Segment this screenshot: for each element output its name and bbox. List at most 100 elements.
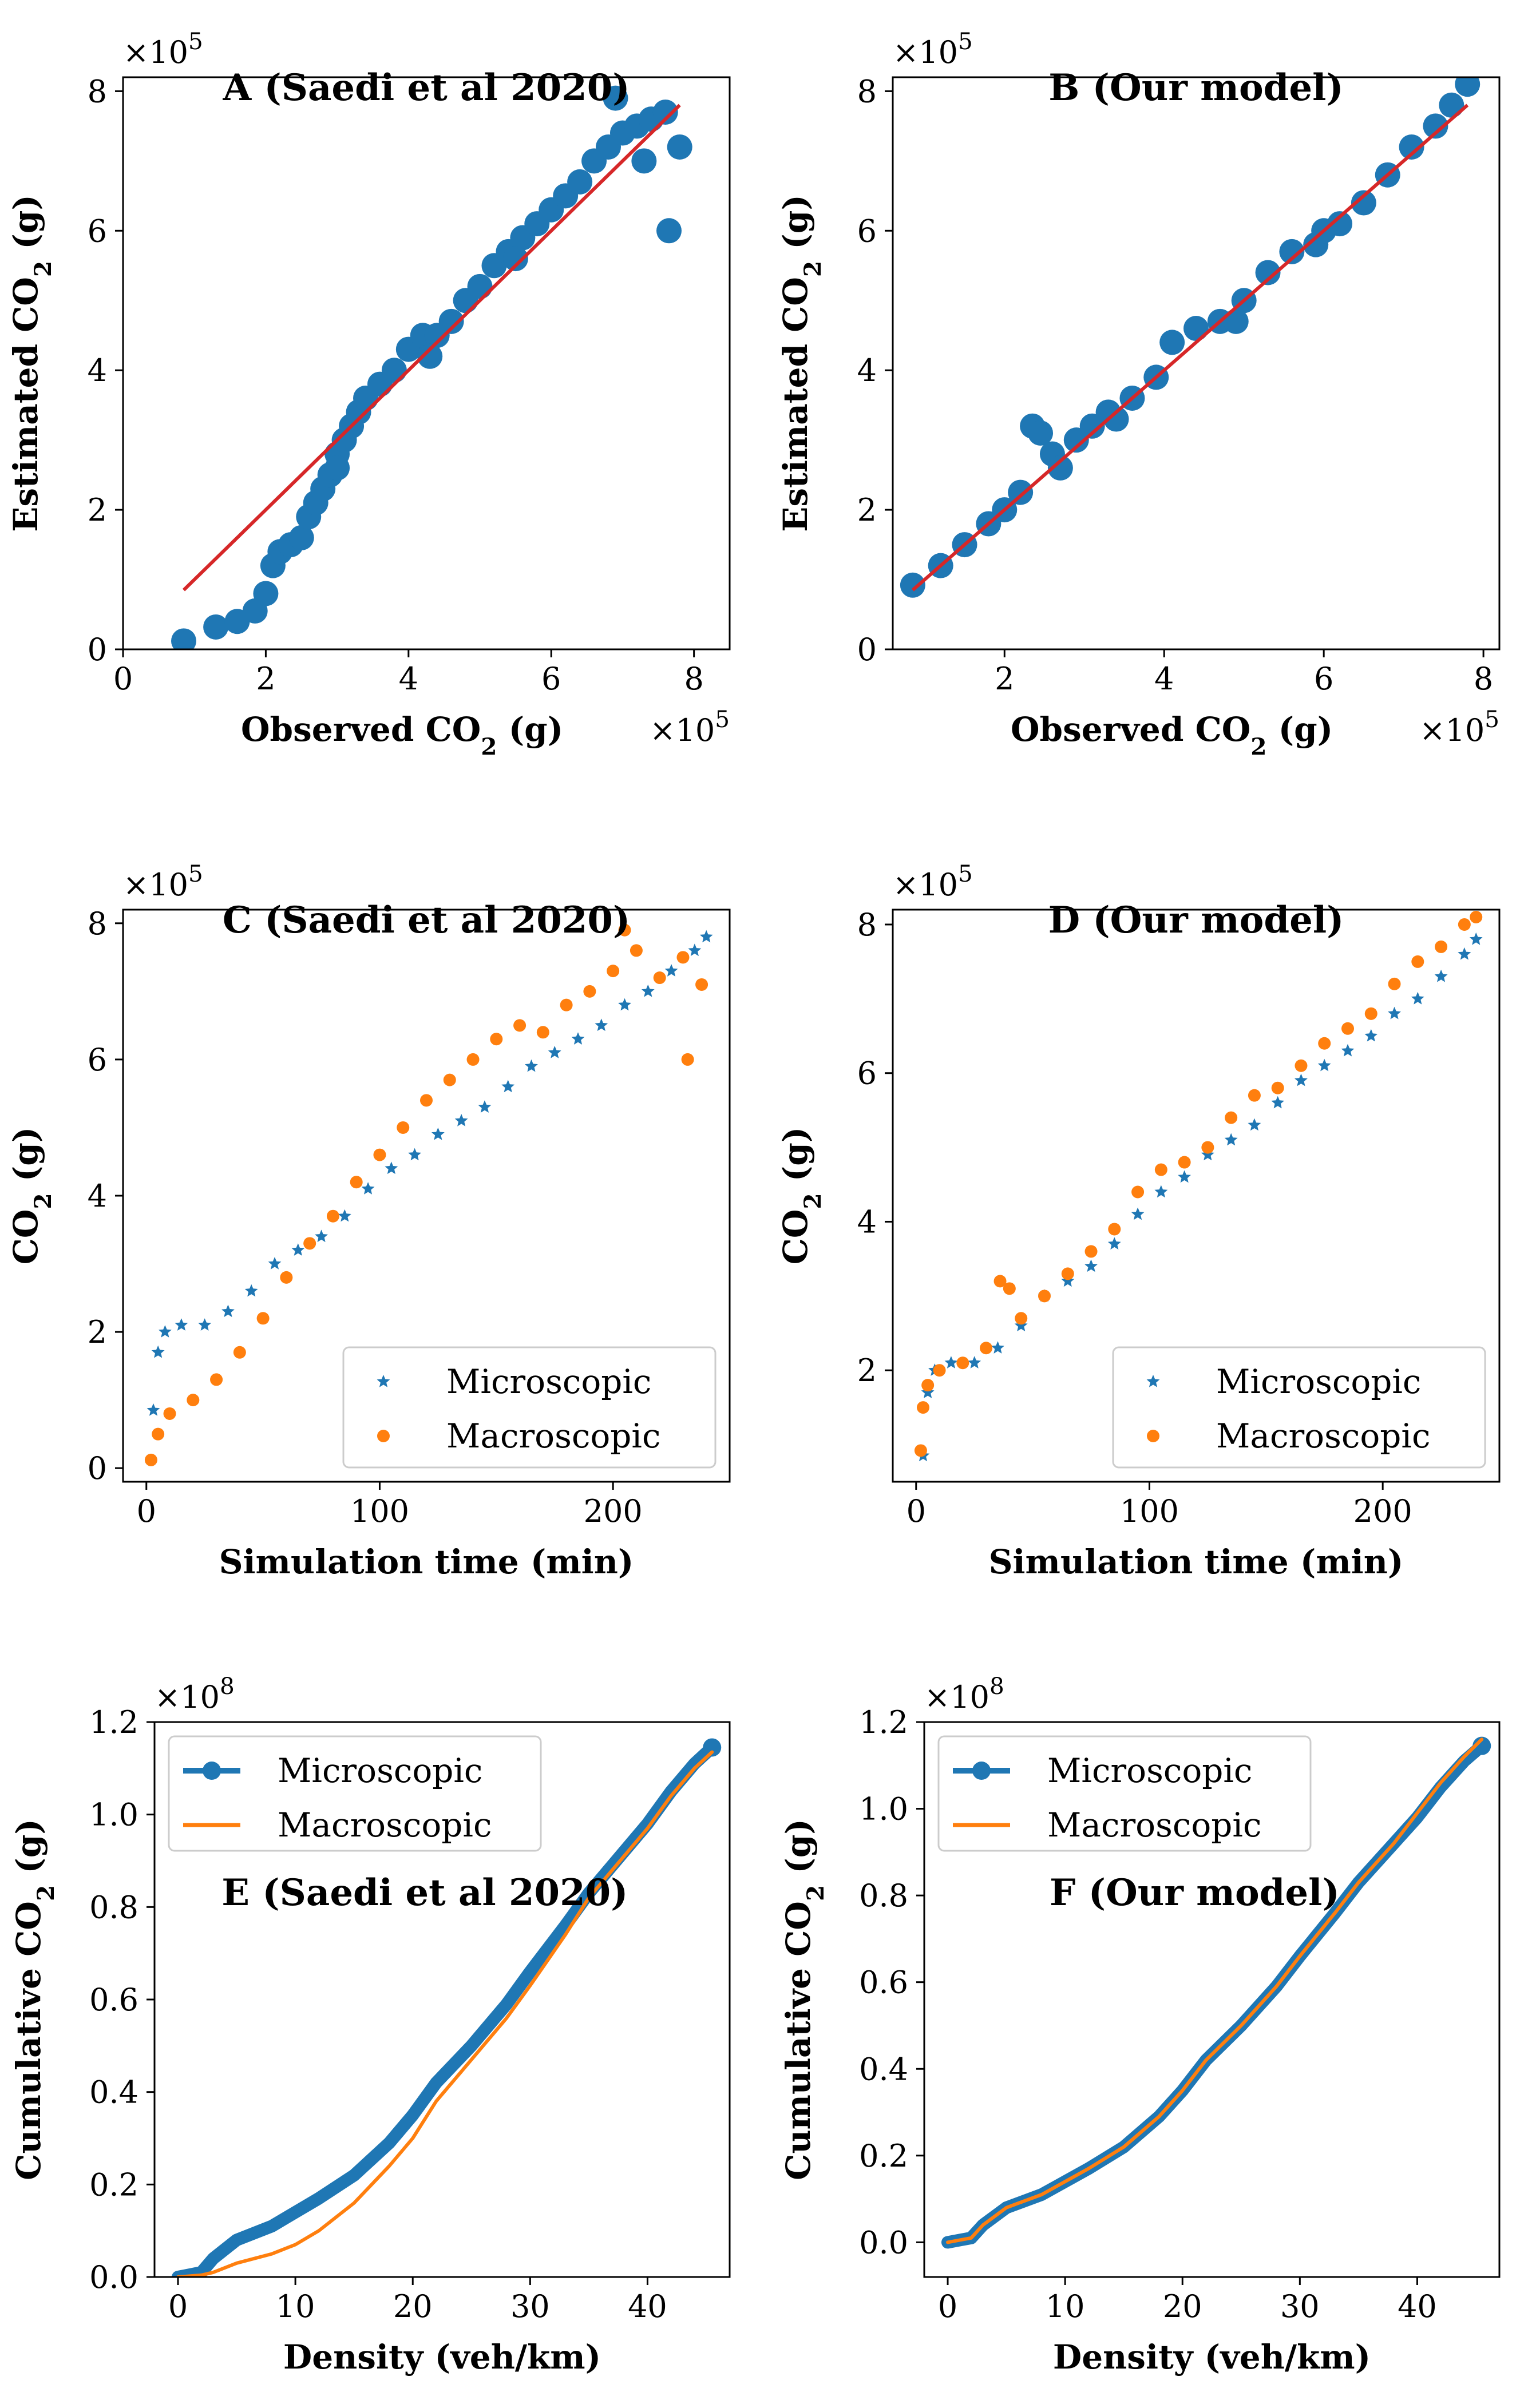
data-point <box>631 148 657 174</box>
data-point <box>1223 308 1249 334</box>
x-tick-label: 2 <box>256 661 275 697</box>
x-axis-label: Density (veh/km) <box>1053 2338 1371 2377</box>
y-axis-label: Estimated CO2 (g) <box>6 195 57 532</box>
x-tick-label: 0 <box>168 2288 188 2324</box>
data-point <box>1279 239 1305 264</box>
data-point-micro <box>244 1284 258 1297</box>
y-tick-label: 0.0 <box>859 2224 908 2260</box>
data-point-micro <box>1271 1096 1285 1109</box>
data-point-macro <box>1318 1037 1331 1050</box>
data-point-macro <box>1435 940 1448 953</box>
data-point <box>667 134 692 160</box>
data-point-micro <box>221 1304 235 1318</box>
data-point-macro <box>152 1427 165 1441</box>
y-tick-label: 0.6 <box>89 1982 138 2018</box>
data-point-macro <box>326 1209 339 1223</box>
panel-title: B (Our model) <box>1048 66 1343 109</box>
legend: Microscopic Macroscopic <box>937 1735 1312 1852</box>
data-point-macro <box>490 1033 503 1046</box>
data-point-micro <box>175 1318 188 1331</box>
series-line-microscopic <box>172 1741 719 2277</box>
panel-D: 0 100 200 2 4 6 8 D (Our model) Simulation time … <box>776 860 1501 1581</box>
data-point-micro <box>151 1345 165 1358</box>
legend-marker-macro <box>377 1430 390 1442</box>
y-tick-label: 4 <box>88 352 107 388</box>
legend-marker-micro <box>203 1762 221 1780</box>
y-tick-label: 4 <box>88 1178 107 1214</box>
y-offset-label: ×105 <box>123 27 203 70</box>
data-point-micro <box>991 1341 1004 1354</box>
series-line-macroscopic <box>176 1750 714 2277</box>
panel-E: 0 10 20 30 40 0.0 0.2 0.4 0.6 0.8 1.0 1.2 E (Saedi e… <box>9 1672 731 2377</box>
x-axis-label: Simulation time (min) <box>989 1542 1404 1581</box>
data-point <box>652 99 678 125</box>
data-point-micro <box>1469 932 1483 945</box>
legend-marker-micro <box>1146 1375 1160 1387</box>
y-axis-label: Estimated CO2 (g) <box>776 195 826 532</box>
y-tick-label: 8 <box>857 907 877 943</box>
x-tick-label: 2 <box>995 661 1014 697</box>
legend-label: Macroscopic <box>446 1417 660 1455</box>
series-line-macroscopic <box>946 1737 1484 2244</box>
x-tick-label: 30 <box>1280 2288 1320 2324</box>
legend-marker-micro <box>972 1762 991 1780</box>
y-offset-label: ×105 <box>893 860 973 903</box>
plot-area <box>144 923 713 1466</box>
legend-label: Macroscopic <box>1047 1806 1261 1844</box>
panel-B: 2 4 6 8 0 2 4 6 8 B (Our model) Observed CO2 (g) ×1… <box>776 27 1501 760</box>
y-tick-label: 8 <box>88 73 107 109</box>
data-point-macro <box>303 1237 316 1250</box>
data-point-micro <box>595 1018 608 1032</box>
x-tick-label: 6 <box>541 661 561 697</box>
x-tick-label: 40 <box>628 2288 667 2324</box>
data-point-macro <box>1038 1290 1051 1303</box>
data-point-macro <box>443 1073 456 1086</box>
y-offset-label: ×105 <box>893 27 973 70</box>
data-point-micro <box>478 1100 492 1113</box>
data-point-micro <box>1295 1073 1308 1086</box>
data-point-micro <box>198 1318 212 1331</box>
data-point-macro <box>1225 1111 1238 1124</box>
data-point-micro <box>525 1059 538 1072</box>
data-point <box>656 218 682 244</box>
data-point <box>203 614 229 640</box>
data-point <box>1159 330 1185 355</box>
y-axis-label: Cumulative CO2 (g) <box>9 1819 60 2180</box>
x-tick-label: 30 <box>510 2288 550 2324</box>
data-point-macro <box>1411 955 1424 968</box>
y-tick-label: 1.2 <box>859 1704 908 1740</box>
x-tick-label: 8 <box>1474 661 1493 697</box>
legend-frame <box>937 1735 1312 1852</box>
data-point-macro <box>607 965 620 978</box>
y-tick-label: 6 <box>88 1042 107 1078</box>
data-point-micro <box>641 984 655 997</box>
data-point-macro <box>583 985 596 998</box>
x-tick-label: 10 <box>1046 2288 1085 2324</box>
x-tick-label: 6 <box>1314 661 1333 697</box>
data-point-micro <box>338 1209 351 1222</box>
panel-title: A (Saedi et al 2020) <box>223 66 630 109</box>
panel-A: 0 2 4 6 8 0 2 4 6 8 A (Saedi et al 2020) Observed C… <box>6 27 731 760</box>
data-point-micro <box>1061 1274 1075 1287</box>
x-tick-label: 4 <box>1154 661 1174 697</box>
y-tick-label: 1.0 <box>859 1791 908 1827</box>
legend-label: Macroscopic <box>1216 1417 1430 1455</box>
x-tick-label: 0 <box>907 1493 926 1529</box>
x-offset-label: ×105 <box>650 705 730 748</box>
data-point-macro <box>187 1394 200 1407</box>
plot-area <box>171 85 692 649</box>
plot-area <box>914 910 1483 1462</box>
x-tick-label: 0 <box>938 2288 957 2324</box>
data-point-micro <box>1178 1170 1191 1183</box>
y-tick-label: 0 <box>88 1450 107 1486</box>
data-point-micro <box>1364 1029 1378 1042</box>
data-point-micro <box>1411 991 1424 1005</box>
x-tick-label: 200 <box>1353 1493 1412 1529</box>
panel-title: D (Our model) <box>1048 899 1344 942</box>
data-point <box>567 169 593 195</box>
data-point-micro <box>688 943 702 957</box>
data-point-macro <box>1015 1312 1028 1325</box>
data-point-macro <box>630 944 643 957</box>
data-point-macro <box>513 1019 527 1032</box>
